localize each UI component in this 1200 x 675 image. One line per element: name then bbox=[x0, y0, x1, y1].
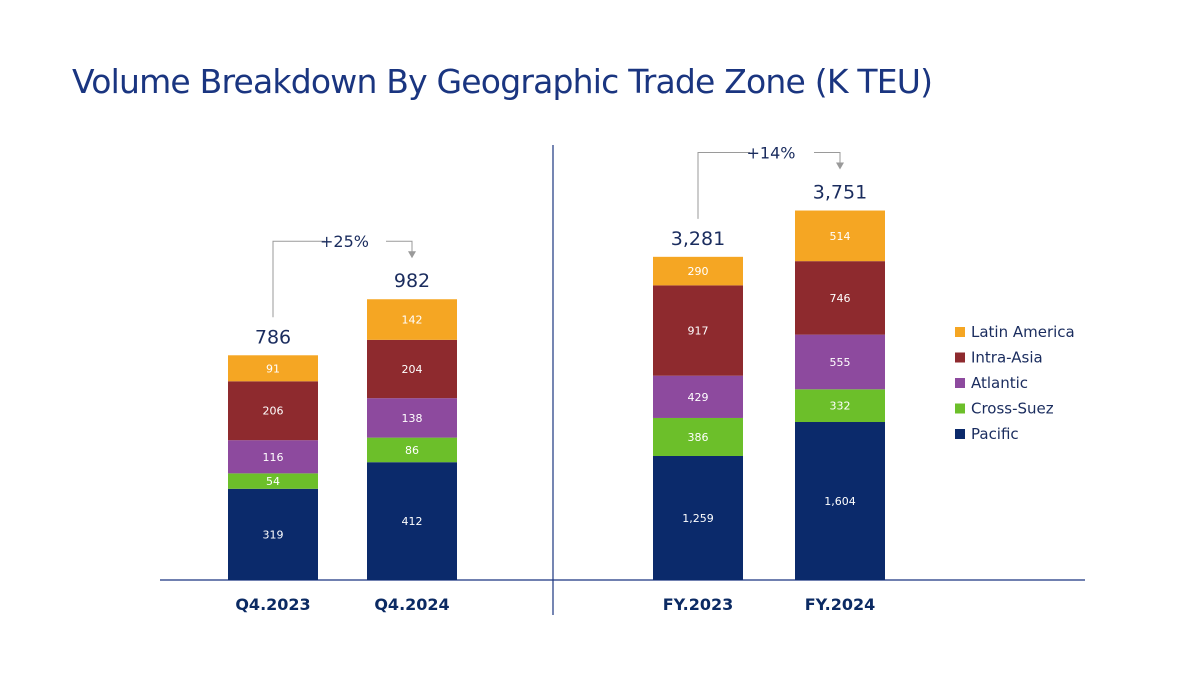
total-label: 786 bbox=[255, 326, 291, 348]
bar-cross-suez-fy-2023 bbox=[653, 417, 743, 456]
legend-swatch-intra-asia bbox=[955, 352, 965, 363]
legend-label-intra-asia: Intra-Asia bbox=[971, 349, 1043, 367]
growth-connector-left bbox=[697, 152, 750, 219]
data-label-intra-asia: 746 bbox=[830, 292, 851, 305]
legend-label-atlantic: Atlantic bbox=[971, 374, 1028, 392]
bar-atlantic-q4-2023 bbox=[228, 440, 318, 474]
bar-intra-asia-q4-2024 bbox=[367, 339, 457, 399]
data-label-cross-suez: 332 bbox=[830, 400, 851, 413]
category-label: Q4.2023 bbox=[235, 595, 310, 614]
growth-arrow-icon bbox=[836, 162, 844, 170]
legend-swatch-latin-america bbox=[955, 327, 965, 337]
data-label-cross-suez: 86 bbox=[405, 444, 419, 457]
bar-intra-asia-fy-2023 bbox=[653, 285, 743, 376]
total-label: 982 bbox=[394, 270, 430, 292]
data-label-cross-suez: 54 bbox=[266, 475, 280, 488]
data-label-latin-america: 514 bbox=[830, 230, 851, 243]
bar-cross-suez-q4-2024 bbox=[367, 437, 457, 463]
bar-latin-america-fy-2023 bbox=[653, 256, 743, 286]
legend-swatch-cross-suez bbox=[955, 403, 965, 414]
data-label-pacific: 1,259 bbox=[682, 512, 714, 525]
bar-latin-america-q4-2024 bbox=[367, 299, 457, 340]
bar-cross-suez-fy-2024 bbox=[795, 389, 885, 423]
bar-atlantic-fy-2023 bbox=[653, 375, 743, 418]
data-label-pacific: 319 bbox=[263, 528, 284, 541]
bar-latin-america-q4-2023 bbox=[228, 355, 318, 382]
total-label: 3,751 bbox=[813, 182, 867, 204]
bar-pacific-fy-2024 bbox=[795, 422, 885, 580]
legend-swatch-pacific bbox=[955, 429, 965, 439]
data-label-atlantic: 555 bbox=[830, 356, 851, 369]
data-label-latin-america: 91 bbox=[266, 362, 280, 375]
growth-arrow-icon bbox=[408, 251, 416, 259]
bar-pacific-q4-2024 bbox=[367, 462, 457, 580]
legend-label-pacific: Pacific bbox=[971, 425, 1019, 443]
category-label: Q4.2024 bbox=[374, 595, 449, 614]
bar-cross-suez-q4-2023 bbox=[228, 473, 318, 489]
data-label-intra-asia: 206 bbox=[263, 405, 284, 418]
page-title: Volume Breakdown By Geographic Trade Zon… bbox=[72, 62, 933, 101]
legend-label-cross-suez: Cross-Suez bbox=[971, 400, 1054, 418]
data-label-intra-asia: 917 bbox=[688, 325, 709, 338]
bar-atlantic-q4-2024 bbox=[367, 398, 457, 438]
bar-atlantic-fy-2024 bbox=[795, 334, 885, 390]
data-label-atlantic: 116 bbox=[263, 451, 284, 464]
bar-pacific-fy-2023 bbox=[653, 455, 743, 580]
bar-intra-asia-q4-2023 bbox=[228, 381, 318, 441]
data-label-cross-suez: 386 bbox=[688, 431, 709, 444]
category-label: FY.2023 bbox=[663, 595, 733, 614]
data-label-pacific: 1,604 bbox=[824, 495, 856, 508]
growth-label: +25% bbox=[320, 232, 369, 251]
bar-intra-asia-fy-2024 bbox=[795, 261, 885, 335]
data-label-latin-america: 290 bbox=[688, 265, 709, 278]
legend-swatch-atlantic bbox=[955, 378, 965, 388]
legend-label-latin-america: Latin America bbox=[971, 323, 1075, 341]
growth-connector-right bbox=[814, 152, 841, 167]
category-label: FY.2024 bbox=[805, 595, 875, 614]
bar-latin-america-fy-2024 bbox=[795, 210, 885, 262]
growth-label: +14% bbox=[747, 144, 796, 163]
growth-connector-right bbox=[386, 240, 413, 256]
data-label-intra-asia: 204 bbox=[402, 363, 423, 376]
data-label-atlantic: 138 bbox=[402, 412, 423, 425]
data-label-latin-america: 142 bbox=[402, 314, 423, 327]
total-label: 3,281 bbox=[671, 228, 725, 250]
data-label-pacific: 412 bbox=[402, 515, 423, 528]
bar-pacific-q4-2023 bbox=[228, 488, 318, 580]
data-label-atlantic: 429 bbox=[688, 391, 709, 404]
growth-connector-left bbox=[272, 240, 325, 318]
